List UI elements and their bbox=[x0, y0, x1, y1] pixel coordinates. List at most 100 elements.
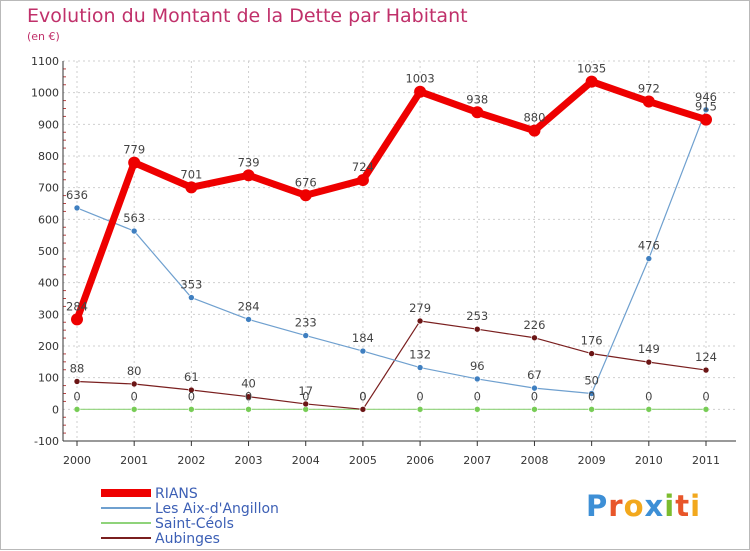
data-label: 96 bbox=[470, 359, 485, 373]
data-label: 0 bbox=[302, 389, 309, 403]
data-label: 779 bbox=[123, 143, 145, 157]
data-label: 17 bbox=[298, 384, 313, 398]
data-point bbox=[471, 106, 484, 119]
data-label: 0 bbox=[416, 389, 423, 403]
data-point bbox=[588, 350, 595, 357]
legend-label: Aubinges bbox=[155, 531, 220, 547]
data-point bbox=[528, 124, 541, 137]
chart-title: Evolution du Montant de la Dette par Hab… bbox=[27, 5, 468, 27]
data-label: 972 bbox=[638, 82, 660, 96]
series-line bbox=[73, 78, 710, 323]
data-point bbox=[473, 325, 481, 333]
data-label: 0 bbox=[73, 389, 80, 403]
data-point bbox=[73, 406, 81, 413]
data-label: 0 bbox=[702, 389, 709, 403]
data-label: 0 bbox=[474, 389, 481, 403]
data-point bbox=[245, 393, 252, 400]
data-label: 132 bbox=[409, 348, 431, 362]
data-point bbox=[359, 347, 367, 355]
data-label: 676 bbox=[295, 175, 317, 189]
data-label: 938 bbox=[466, 92, 488, 106]
data-label: 233 bbox=[295, 316, 317, 330]
y-tick-labels: -100 0 100 200 300 400 500 600 700 800 900 1000 1100 bbox=[31, 55, 59, 448]
x-tick-label: 2007 bbox=[463, 454, 491, 467]
data-point bbox=[588, 390, 595, 397]
data-point bbox=[245, 406, 252, 413]
data-label: 701 bbox=[180, 167, 202, 181]
data-point bbox=[359, 406, 367, 413]
data-labels: 2847797017396767241003938880103597291563… bbox=[66, 62, 717, 404]
data-label: 176 bbox=[581, 334, 603, 348]
data-point bbox=[130, 380, 138, 388]
data-label: 476 bbox=[638, 239, 660, 253]
data-point bbox=[128, 156, 141, 169]
data-point bbox=[188, 406, 195, 413]
logo-letter: t bbox=[675, 489, 691, 523]
x-tick-labels: 2000 2001 2002 2003 2004 2005 2006 2007 2008 2009… bbox=[63, 454, 720, 467]
data-point bbox=[73, 378, 81, 385]
data-label: 353 bbox=[180, 278, 202, 292]
data-point bbox=[130, 227, 138, 235]
data-point bbox=[356, 174, 369, 187]
series-line bbox=[76, 109, 707, 395]
data-point bbox=[302, 332, 310, 339]
data-label: 184 bbox=[352, 331, 374, 345]
y-tick-label: 900 bbox=[38, 118, 59, 131]
logo-letter: r bbox=[608, 489, 624, 523]
legend-label: Saint-Céols bbox=[155, 516, 234, 532]
x-tick-label: 2011 bbox=[692, 454, 720, 467]
data-label: 915 bbox=[695, 100, 717, 114]
data-point bbox=[188, 386, 195, 394]
data-label: 124 bbox=[695, 350, 717, 364]
data-point bbox=[416, 317, 424, 325]
data-point bbox=[588, 406, 595, 413]
legend-label: Les Aix-d'Angillon bbox=[155, 501, 279, 517]
data-point bbox=[531, 334, 538, 342]
y-tick-label: 1000 bbox=[31, 87, 59, 100]
data-label: 40 bbox=[241, 377, 256, 391]
x-tick-label: 2004 bbox=[292, 454, 320, 467]
data-point bbox=[645, 406, 653, 413]
data-point bbox=[645, 255, 653, 262]
series-points bbox=[71, 75, 712, 413]
data-point bbox=[473, 406, 481, 413]
data-point bbox=[473, 375, 481, 383]
data-point bbox=[585, 75, 598, 88]
logo-letter: x bbox=[644, 489, 665, 523]
data-label: 50 bbox=[584, 374, 599, 388]
data-label: 284 bbox=[238, 299, 260, 313]
x-tick-label: 2009 bbox=[578, 454, 606, 467]
data-label: 0 bbox=[131, 389, 138, 403]
data-label: 1035 bbox=[577, 62, 606, 76]
data-point bbox=[702, 406, 710, 413]
data-label: 279 bbox=[409, 301, 431, 315]
data-label: 80 bbox=[127, 364, 142, 378]
y-tick-label: 1100 bbox=[31, 55, 59, 68]
data-point bbox=[700, 113, 712, 126]
data-label: 739 bbox=[238, 155, 260, 169]
x-tick-label: 2003 bbox=[235, 454, 263, 467]
x-tick-label: 2002 bbox=[177, 454, 205, 467]
proxiti-logo: Proxiti bbox=[586, 489, 701, 523]
y-tick-label: 300 bbox=[38, 308, 59, 321]
data-point bbox=[702, 106, 710, 114]
data-label: 880 bbox=[523, 111, 545, 125]
logo-letter: i bbox=[664, 489, 676, 523]
logo-letter: o bbox=[623, 489, 645, 523]
data-label: 563 bbox=[123, 211, 145, 225]
logo-letter: P bbox=[586, 489, 609, 523]
chart-subtitle: (en €) bbox=[27, 30, 60, 43]
y-tick-label: 100 bbox=[38, 372, 59, 385]
series-lines bbox=[73, 78, 710, 410]
x-tick-label: 2001 bbox=[120, 454, 148, 467]
data-point bbox=[130, 406, 138, 413]
data-point bbox=[642, 95, 655, 108]
data-point bbox=[416, 364, 424, 371]
data-point bbox=[185, 181, 198, 194]
y-tick-label: 400 bbox=[38, 277, 59, 290]
logo-letter: i bbox=[690, 489, 702, 523]
data-label: 284 bbox=[66, 299, 88, 313]
y-tick-label: -100 bbox=[34, 435, 59, 448]
data-label: 0 bbox=[188, 389, 195, 403]
